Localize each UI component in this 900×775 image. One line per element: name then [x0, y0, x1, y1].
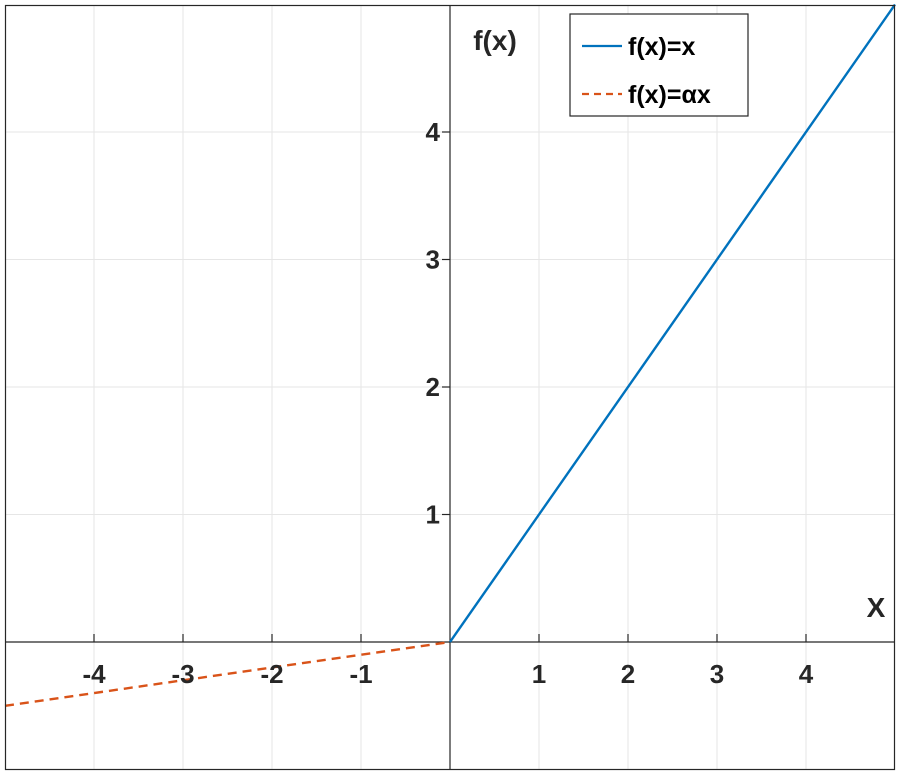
x-tick-label: 2 — [621, 659, 635, 689]
y-axis-label: f(x) — [473, 25, 517, 56]
series-layer — [4, 3, 896, 707]
x-tick-label: 4 — [799, 659, 814, 689]
x-tick-label: -4 — [82, 659, 106, 689]
series-line-f-x — [449, 3, 896, 643]
legend: f(x)=x f(x)=αx — [569, 13, 749, 117]
x-tick-label: 3 — [710, 659, 724, 689]
tick-labels: -4 -3 -2 -1 1 2 3 4 1 2 3 4 — [82, 117, 813, 689]
y-tick-label: 1 — [426, 500, 440, 530]
x-tick-label: -1 — [349, 659, 372, 689]
x-axis-label: X — [867, 592, 886, 623]
y-tick-label: 3 — [426, 245, 440, 275]
legend-box — [569, 13, 749, 117]
y-tick-label: 4 — [426, 117, 441, 147]
x-tick-label: -3 — [171, 659, 194, 689]
legend-label-f-x: f(x)=x — [628, 33, 695, 61]
legend-label-f-alpha-x: f(x)=αx — [628, 81, 711, 109]
y-tick-label: 2 — [426, 372, 440, 402]
x-tick-label: -2 — [260, 659, 283, 689]
x-tick-label: 1 — [532, 659, 546, 689]
plot-frame — [4, 4, 896, 771]
